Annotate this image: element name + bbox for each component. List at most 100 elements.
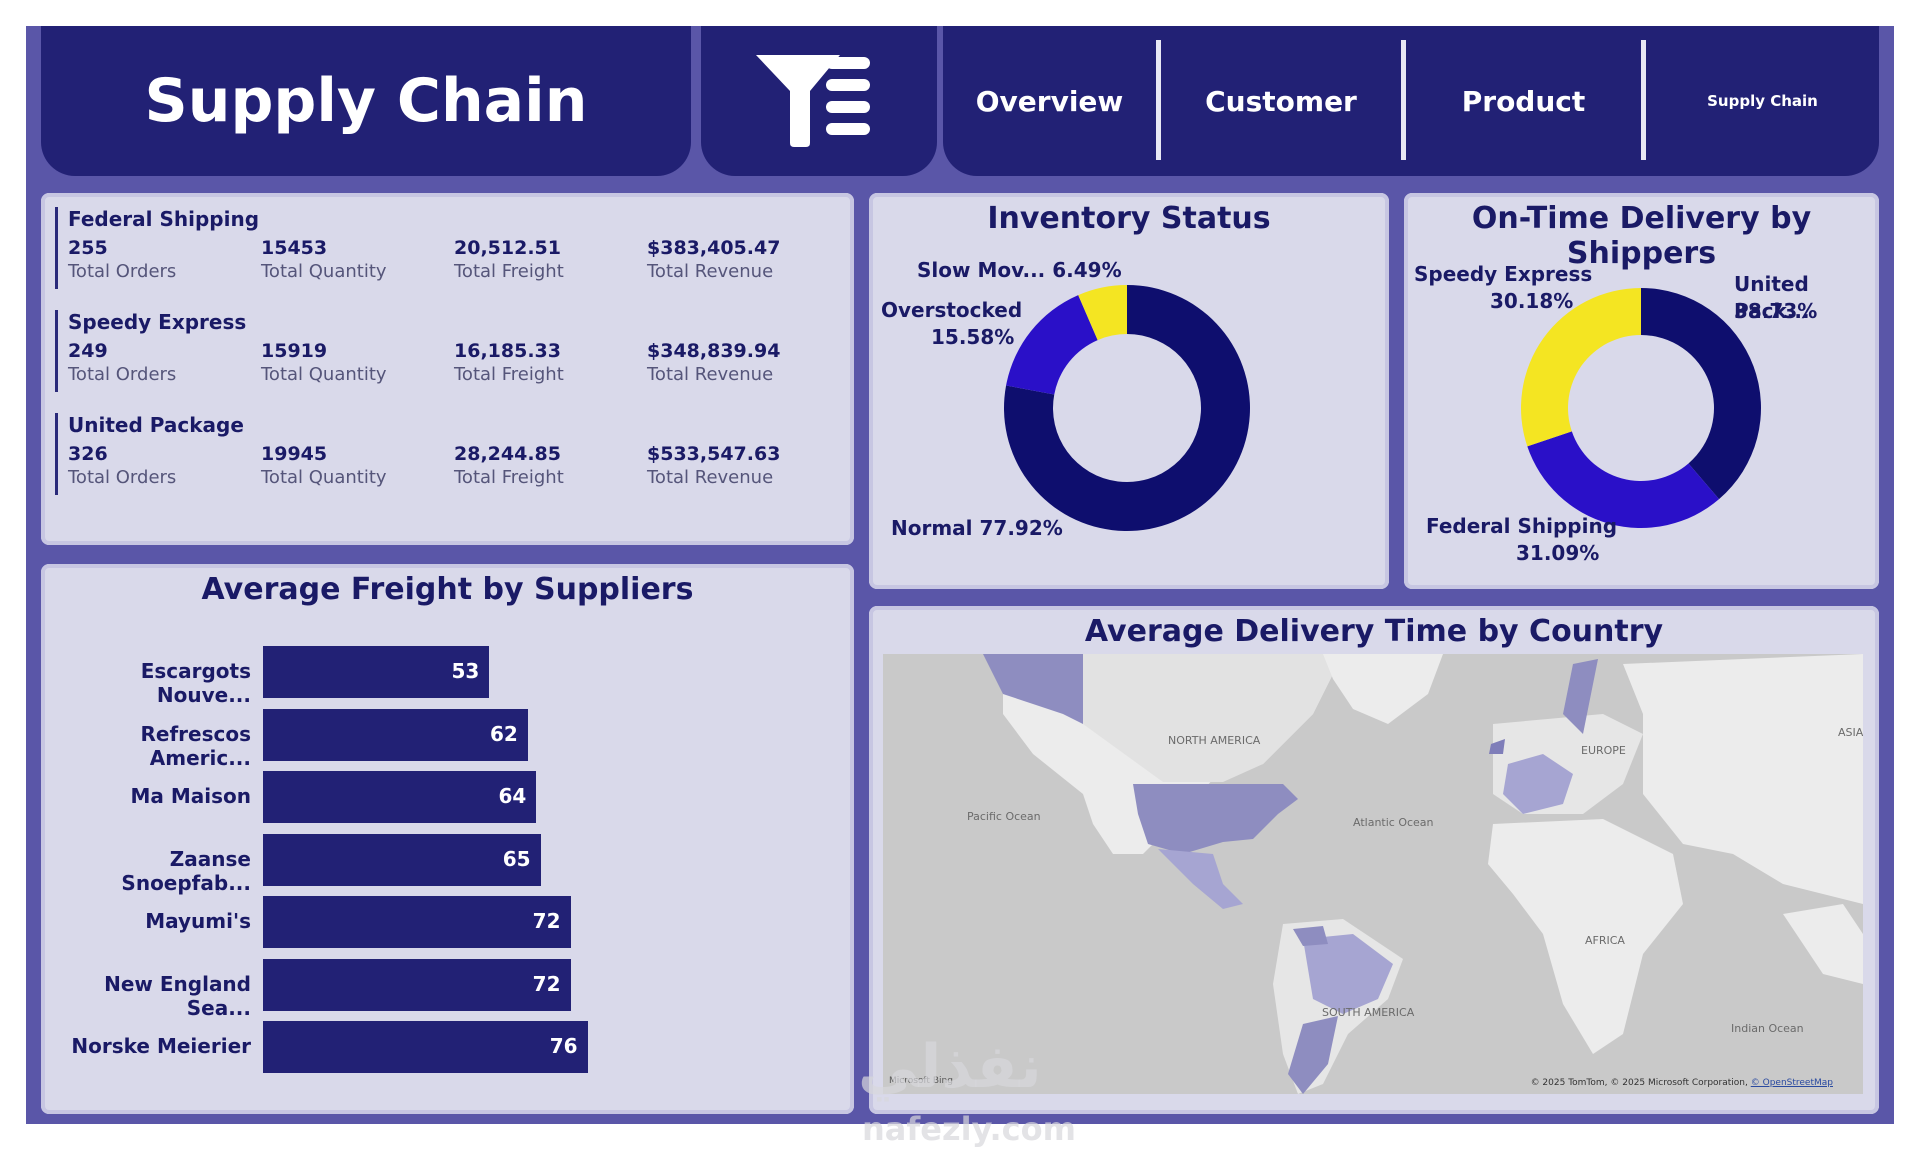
dashboard-title: Supply Chain (41, 26, 691, 176)
bar-value-label: 65 (502, 846, 531, 871)
slice-label-united-package: United Pack... (1734, 272, 1810, 323)
bar-category-label: Mayumi's (145, 909, 251, 933)
on-time-delivery-title: On-Time Delivery by Shippers (1471, 201, 1812, 271)
bar[interactable] (263, 708, 528, 761)
slice-normal[interactable] (1004, 285, 1250, 531)
bar-value-label: 76 (549, 1034, 578, 1058)
total-orders-value: 326 (68, 443, 108, 465)
bar-category-label: New England Sea... (104, 971, 251, 1020)
map-provider-logo: Microsoft Bing (889, 1076, 953, 1086)
avg-freight-bar-chart: Escargots Nouve... 53 Refrescos Americ... 6… (41, 564, 854, 1114)
total-freight-label: Total Freight (454, 467, 564, 488)
total-orders-value: 249 (68, 340, 108, 362)
total-revenue-label: Total Revenue (647, 261, 774, 282)
world-map-graphic (883, 654, 1863, 1094)
slice-label-federal-shipping: Federal Shipping (1426, 514, 1618, 538)
slice-speedy-express[interactable] (1521, 288, 1641, 447)
delivery-map-title: Average Delivery Time by Country (1084, 614, 1664, 649)
slice-overstocked[interactable] (1006, 295, 1098, 395)
watermark-latin: nafezly.com (862, 1110, 1076, 1148)
map-label-atlantic: Atlantic Ocean (1353, 816, 1434, 829)
total-revenue-label: Total Revenue (647, 364, 774, 385)
bar-category-label: Norske Meierier (71, 1034, 251, 1058)
shipper-block: Federal Shipping 255 Total Orders 15453 To… (55, 207, 818, 289)
world-map[interactable]: NORTH AMERICA EUROPE ASIA Pacific Ocean … (883, 654, 1863, 1094)
shipper-stats-panel: Federal Shipping 255 Total Orders 15453 To… (41, 193, 854, 545)
bar-value-label: 72 (532, 971, 561, 996)
total-orders-label: Total Orders (68, 364, 177, 385)
total-revenue-value: $383,405.47 (647, 237, 781, 259)
total-freight-label: Total Freight (454, 261, 564, 282)
dashboard-frame: Supply Chain Overview Customer Product S… (26, 26, 1894, 1124)
slice-pct-speedy-express: 30.18% (1490, 289, 1574, 313)
slice-federal-shipping[interactable] (1527, 431, 1720, 528)
total-quantity-value: 15453 (261, 237, 328, 259)
map-credit-text: © 2025 TomTom, © 2025 Microsoft Corporat… (1530, 1078, 1748, 1088)
map-label-asia: ASIA (1838, 726, 1863, 739)
nav-bar: Overview Customer Product Supply Chain (943, 26, 1879, 176)
map-credit: © 2025 TomTom, © 2025 Microsoft Corporat… (1531, 1078, 1833, 1088)
avg-freight-title: Average Freight by Suppliers (201, 572, 694, 607)
bar[interactable] (263, 833, 541, 886)
delivery-map-panel: Average Delivery Time by Country (869, 606, 1879, 1114)
bar[interactable] (263, 1021, 588, 1073)
shipper-name: Federal Shipping (68, 207, 260, 231)
nav-separator (1401, 40, 1406, 160)
bar-category-label: Refrescos Americ... (140, 721, 252, 770)
slice-pct-overstocked: 15.58% (931, 325, 1015, 349)
bar-value-label: 53 (451, 659, 480, 683)
total-revenue-value: $348,839.94 (647, 340, 781, 362)
nav-overview[interactable]: Overview (975, 84, 1124, 118)
total-freight-label: Total Freight (454, 364, 564, 385)
shipper-block: Speedy Express 249 Total Orders 15919 Tota… (55, 310, 818, 392)
filter-icon (756, 55, 870, 147)
bar[interactable] (263, 896, 571, 948)
shipper-name: United Package (68, 413, 244, 437)
slice-label-slow-moving: Slow Mov... 6.49% (917, 258, 1122, 282)
inventory-status-panel: Inventory Status Slow Mov... 6.49% Overs… (869, 193, 1389, 589)
filter-button[interactable] (701, 26, 937, 176)
total-freight-value: 16,185.33 (454, 340, 561, 362)
nav-separator (1641, 40, 1646, 160)
bar[interactable] (263, 958, 571, 1011)
total-orders-label: Total Orders (68, 467, 177, 488)
inventory-status-title: Inventory Status (987, 201, 1271, 236)
total-quantity-label: Total Quantity (261, 467, 387, 488)
slice-pct-united-package: 38.73% (1734, 299, 1818, 323)
slice-label-overstocked: Overstocked (881, 298, 1023, 322)
slice-label-normal: Normal 77.92% (891, 516, 1063, 540)
map-label-indian-ocean: Indian Ocean (1731, 1022, 1804, 1035)
slice-pct-federal-shipping: 31.09% (1516, 541, 1600, 565)
bar-value-label: 64 (498, 784, 527, 808)
slice-united-package[interactable] (1641, 288, 1761, 500)
total-quantity-value: 15919 (261, 340, 328, 362)
on-time-delivery-panel: On-Time Delivery by Shippers Speedy Expr… (1404, 193, 1879, 589)
total-revenue-label: Total Revenue (647, 467, 774, 488)
bar-category-label: Escargots Nouve... (140, 659, 251, 707)
bar-category-label: Zaanse Snoepfab... (121, 846, 251, 895)
map-label-pacific: Pacific Ocean (967, 810, 1041, 823)
on-time-donut-chart (1521, 288, 1761, 528)
watermark-arabic: نفذلي (858, 1032, 1042, 1102)
nav-customer[interactable]: Customer (1205, 84, 1357, 118)
bar-value-label: 62 (489, 721, 518, 746)
bar[interactable] (263, 771, 537, 823)
map-label-south-america: SOUTH AMERICA (1322, 1006, 1415, 1019)
bar-value-label: 72 (532, 909, 561, 933)
avg-freight-panel: Average Freight by Suppliers Escargots N… (41, 564, 854, 1114)
total-quantity-label: Total Quantity (261, 261, 387, 282)
nav-product[interactable]: Product (1461, 84, 1586, 118)
total-quantity-value: 19945 (261, 443, 328, 465)
map-label-europe: EUROPE (1581, 744, 1626, 757)
total-freight-value: 20,512.51 (454, 237, 561, 259)
shipper-name: Speedy Express (68, 310, 247, 334)
bar[interactable] (263, 646, 490, 698)
total-revenue-value: $533,547.63 (647, 443, 781, 465)
map-label-north-america: NORTH AMERICA (1168, 734, 1261, 747)
map-label-africa: AFRICA (1585, 934, 1625, 947)
nav-supply-chain[interactable]: Supply Chain (1707, 92, 1818, 110)
bar-category-label: Ma Maison (130, 784, 252, 808)
slice-slow-moving[interactable] (1078, 285, 1127, 341)
inventory-donut-chart (1004, 285, 1250, 531)
openstreetmap-link[interactable]: © OpenStreetMap (1750, 1078, 1833, 1088)
